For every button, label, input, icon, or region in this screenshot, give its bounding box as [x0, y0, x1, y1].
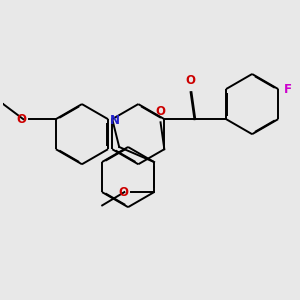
Text: O: O: [118, 186, 128, 199]
Text: O: O: [155, 104, 166, 118]
Text: O: O: [186, 74, 196, 88]
Text: F: F: [284, 82, 292, 96]
Text: O: O: [16, 112, 26, 126]
Text: N: N: [110, 114, 120, 127]
